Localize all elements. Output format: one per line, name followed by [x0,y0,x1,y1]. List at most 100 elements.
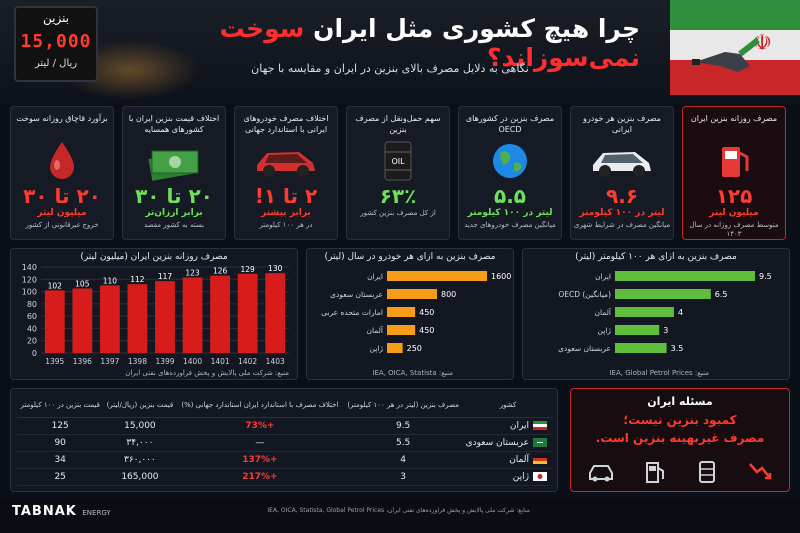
japan-flag-icon [529,471,547,482]
bar [99,285,120,353]
bar [265,273,286,353]
stat-card-title: اختلاف قیمت بنزین ایران با کشورهای همسای… [128,114,220,134]
cell-country: آلمان [463,451,553,469]
stat-card: مصرف روزانه بنزین ایران ۱۲۵ میلیون لیتر متو… [682,106,786,240]
data-label: 800 [441,290,456,299]
globe-icon [459,137,561,185]
cell-price: ۳۴,۰۰۰ [103,434,177,452]
data-label: 6.5 [715,290,728,299]
stat-card-value: ۶۳٪ [379,184,417,208]
y-tick-label: 120 [22,275,37,284]
bar [387,271,487,281]
category-label: ایران [367,272,383,281]
per-100km-svg: 9.5 ایران 6.5 OECD (میانگین) 4 آلمان 3 ژاپن 3.5 ع… [558,271,772,353]
stat-card: برآورد قاچاق روزانه سوخت ۲۰ تا ۳۰ میلیون ل… [10,106,114,240]
stat-card-unit: میلیون لیتر [709,208,759,218]
cell-country: ایران [463,417,553,435]
y-tick-label: 60 [27,312,37,321]
price-sign: بنزین 15,000 ریال / لیتر [14,6,98,82]
conclusion-line2: مصرف غیربهینه بنزین است. [595,431,765,445]
cell-price: ۳۶۰,۰۰۰ [103,451,177,469]
stat-card-unit: لیتر در ۱۰۰ کیلومتر [579,208,665,218]
x-tick-label: 1399 [155,357,174,366]
stat-card-title: مصرف روزانه بنزین ایران [690,114,778,123]
price-sign-unit: ریال / لیتر [34,58,78,69]
per-100km-chart: مصرف بنزین به ازای هر ۱۰۰ کیلومتر (لیتر)… [522,248,790,380]
cell-cost: 25 [17,468,104,486]
stat-card-value: ۹.۶ [605,184,638,208]
category-label: عربستان سعودی [558,344,611,353]
data-label: 129 [241,265,256,274]
money-icon [123,137,225,185]
bar [615,307,674,317]
title-part1: چرا هیچ کشوری مثل ایران [313,14,640,43]
title-part2: سوخت نمی‌سوزاند؟ [219,14,640,72]
cell-price: 15,000 [103,417,177,435]
table-header-row: کشور مصرف بنزین (لیتر در هر ۱۰۰ کیلومتر)… [17,393,553,418]
y-tick-label: 80 [27,300,37,309]
category-label: ژاپن [369,344,383,353]
bar [237,273,258,353]
stat-card-note: میانگین مصرف خودروهای جدید [464,221,556,229]
chart-title: مصرف بنزین به ازای هر خودرو در سال (لیتر… [324,252,496,262]
stat-card-title: مصرف بنزین در کشورهای OECD [465,114,555,134]
data-label: 3 [663,326,668,335]
cell-consumption: 3 [343,468,463,486]
germany-flag-icon [529,454,547,465]
category-label: OECD (میانگین) [558,290,611,299]
stat-cards: مصرف روزانه بنزین ایران ۱۲۵ میلیون لیتر متو… [10,106,790,242]
data-label: 9.5 [759,272,772,281]
page-subtitle: نگاهی به دلایل مصرف بالای بنزین در ایران… [251,62,529,75]
data-label: 250 [407,344,422,353]
comparison-table-panel: کشور مصرف بنزین (لیتر در هر ۱۰۰ کیلومتر)… [10,388,558,492]
data-label: 4 [678,308,683,317]
cell-diff: — [176,434,344,452]
category-label: آلمان [595,307,612,317]
stat-card-note: بسته به کشور مقصد [143,221,205,229]
data-label: 110 [103,276,118,285]
stat-card-value: ۲۰ تا ۳۰ [135,184,213,208]
data-label: 3.5 [671,344,684,353]
daily-consumption-chart: مصرف روزانه بنزین ایران (میلیون لیتر) 0 2… [10,248,298,380]
bar [127,284,148,353]
stat-card-note: میانگین مصرف در شرایط شهری [573,221,671,229]
footer: منابع: شرکت ملی پالایش و پخش فراورده‌های… [0,498,800,533]
stat-card: مصرف بنزین هر خودرو ایرانی ۹.۶ لیتر در ۱۰۰… [570,106,674,240]
fuel-pump-icon [683,137,785,185]
data-label: 112 [130,275,145,284]
bar [615,343,667,353]
comparison-table: کشور مصرف بنزین (لیتر در هر ۱۰۰ کیلومتر)… [17,393,553,486]
data-label: 105 [75,280,90,289]
stat-card-note: در هر ۱۰۰ کیلومتر [259,221,313,229]
cell-diff: +137% [176,451,344,469]
bar [387,325,416,335]
stat-card-value: ۱۲۵ [715,184,753,208]
stat-card: اختلاف مصرف خودروهای ایرانی با استاندارد… [234,106,338,240]
tabnak-logo: TABNAK ENERGY [12,504,111,519]
x-tick-label: 1397 [100,357,119,366]
iran-flag-icon: ☫ [670,0,800,95]
chart-source: منبع: شرکت ملی پالایش و پخش فراورده‌های … [125,369,289,377]
y-tick-label: 0 [32,349,37,358]
category-label: آلمان [367,325,384,335]
country-name: عربستان سعودی [465,437,529,448]
bar [72,288,93,353]
table-row: آلمان 4 +137% ۳۶۰,۰۰۰ 34 [17,451,553,469]
chart-title: مصرف بنزین به ازای هر ۱۰۰ کیلومتر (لیتر) [575,252,737,262]
fuel-drop-icon [11,137,113,185]
bar [155,281,175,353]
bar-chart-svg: 0 20 40 60 80 100 120 140 102 1395 105 1396 110 1397 1… [22,263,289,366]
data-label: 130 [268,264,283,273]
data-label: 450 [419,326,434,335]
category-label: عربستان سعودی [330,290,383,299]
cell-cost: 34 [17,451,104,469]
data-label: 123 [185,268,200,277]
stat-card-note: خروج غیرقانونی از کشور [25,221,99,229]
stat-card-title: مصرف بنزین هر خودرو ایرانی [583,114,661,134]
y-tick-label: 20 [27,337,37,346]
stat-card-title: اختلاف مصرف خودروهای ایرانی با استاندارد… [243,114,329,134]
stat-card-value: ۲ تا ۱! [254,184,318,208]
stat-card-title: سهم حمل‌ونقل از مصرف بنزین [355,114,441,134]
stat-card-value: ۵.۵ [493,184,526,208]
category-label: امارات متحده عربی [321,308,383,317]
